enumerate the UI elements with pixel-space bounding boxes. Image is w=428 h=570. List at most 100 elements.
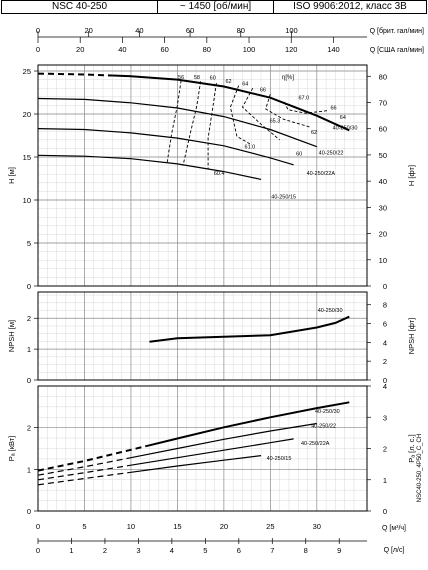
head-y-right-tick-label: 70 [379,98,387,107]
us-gal-tick-label: 0 [36,45,40,54]
head-y-tick-label: 0 [27,282,31,291]
brit-gal-tick-label: 0 [36,26,40,35]
npsh-y-axis-label: NPSH [м] [7,320,16,352]
ls-tick-label: 5 [203,546,207,555]
us-gal-axis-label: Q [США гал/мин] [370,47,424,54]
ls-tick-label: 2 [103,546,107,555]
head-40-250-22-curve [37,97,318,148]
npsh-y-right-tick-label: 6 [383,320,387,329]
us-gal-tick-label: 40 [118,45,126,54]
npsh-40-250-30-curve [149,315,350,343]
head-y-right-tick-label: 50 [379,151,387,160]
head-y-right-axis-label: H [фт] [407,165,416,186]
efficiency-label: 60 [210,76,216,82]
head-y-axis-label: H [м] [7,167,16,184]
chart-header: NSC 40-250 ~ 1450 [об/мин] ISO 9906:2012… [0,0,428,15]
us-gal-tick-label: 20 [76,45,84,54]
efficiency-label: 62 [225,79,231,85]
power-y-right-axis-label: Pₐ [л. с.] [407,434,416,462]
head-panel-frame [37,64,368,287]
efficiency-label: 58 [194,75,200,81]
efficiency-label: 64 [242,82,248,88]
power-y-tick-label: 1 [27,465,31,474]
iso-efficiency-58 [182,81,202,166]
power-y-right-tick-label: 1 [383,476,387,485]
ls-tick-label: 4 [170,546,174,555]
us-gal-tick-label: 140 [327,45,340,54]
iso-efficiency-66 [265,94,310,128]
power-series-label: 40-250/22 [311,424,336,430]
chart-code: NSC40-250_4P50_C_CH [417,434,423,502]
head-y-tick-label: 10 [23,196,31,205]
m3h-tick-label: 0 [36,522,40,531]
head-y-right-tick-label: 10 [379,256,387,265]
npsh-y-right-tick-label: 2 [383,357,387,366]
efficiency-label: 56 [178,75,184,81]
ls-tick-label: 0 [36,546,40,555]
head-40-250-15-curve [37,154,262,180]
m3h-axis-label: Q [м³/ч] [382,525,406,532]
efficiency-label: 67.0 [298,95,309,101]
efficiency-label: 60 [296,151,302,157]
m3h-tick-label: 5 [82,522,86,531]
ls-tick-label: 6 [237,546,241,555]
ls-tick-label: 3 [136,546,140,555]
us-gal-tick-label: 120 [285,45,298,54]
head-y-tick-label: 5 [27,239,31,248]
efficiency-label: 66 [260,88,266,94]
power-40-250-30-curve [149,401,350,447]
power-y-right-tick-label: 3 [383,413,387,422]
npsh-y-tick-label: 1 [27,345,31,354]
head-y-tick-label: 15 [23,153,31,162]
power-40-250-22a-curve-dashed [37,464,131,481]
npsh-y-right-axis-label: NPSH [фт] [407,318,416,355]
power-series-label: 40-250/22A [301,441,330,447]
npsh-y-tick-label: 0 [27,376,31,385]
efficiency-label: 62 [311,130,317,136]
power-y-right-tick-label: 2 [383,445,387,454]
head-y-tick-label: 20 [23,110,31,119]
head-series-label: 40-250/15 [271,194,296,200]
brit-gal-tick-label: 60 [186,26,194,35]
m3h-tick-label: 20 [220,522,228,531]
head-y-right-tick-label: 0 [383,282,387,291]
us-gal-tick-label: 80 [203,45,211,54]
us-gal-tick-label: 100 [243,45,256,54]
us-gal-tick-label: 60 [160,45,168,54]
brit-gal-tick-label: 40 [135,26,143,35]
head-series-label: 40-250/22A [307,171,336,177]
brit-gal-axis-label: Q [брит. гал/мин] [370,27,424,35]
power-y-tick-label: 2 [27,424,31,433]
brit-gal-tick-label: 100 [285,26,298,35]
npsh-y-right-tick-label: 8 [383,301,387,310]
m3h-tick-label: 25 [266,522,274,531]
npsh-panel-frame [37,291,368,381]
power-series-label: 40-250/30 [315,409,340,415]
head-y-right-tick-label: 20 [379,230,387,239]
iso-efficiency-56 [166,80,182,163]
head-y-right-tick-label: 80 [379,72,387,81]
head-40-250-30-curve-dashed [37,72,113,77]
iso-efficiency-64 [241,87,280,141]
power-y-axis-label: Pₐ [кВт] [7,436,16,462]
power-40-250-15-curve-dashed [37,471,131,486]
iso-efficiency-67-0 [283,101,329,114]
m3h-tick-label: 15 [173,522,181,531]
test-standard: ISO 9906:2012, класс 3B [273,0,427,14]
head-y-right-tick-label: 40 [379,177,387,186]
head-40-250-30-curve [112,74,350,132]
power-series-label: 40-250/15 [267,456,292,462]
power-y-tick-label: 0 [27,507,31,516]
efficiency-label: 65.3 [270,119,281,125]
npsh-y-tick-label: 2 [27,314,31,323]
ls-tick-label: 7 [270,546,274,555]
power-y-right-tick-label: 4 [383,382,387,391]
power-y-right-tick-label: 0 [383,507,387,516]
efficiency-label: 60.4 [214,171,225,177]
efficiency-unit-label: η[%] [282,75,294,81]
efficiency-label: 61.0 [245,144,256,150]
power-40-250-22a-curve [130,438,294,466]
ls-tick-label: 9 [337,546,341,555]
ls-axis-label: Q [л/с] [384,547,405,554]
